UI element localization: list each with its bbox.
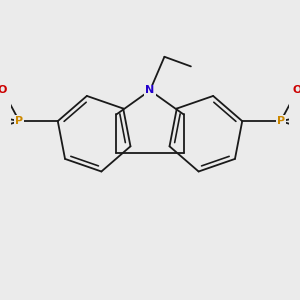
Text: P: P [15,116,23,126]
Text: N: N [146,85,154,95]
Text: O: O [0,85,7,95]
Text: O: O [293,85,300,95]
Text: P: P [277,116,285,126]
